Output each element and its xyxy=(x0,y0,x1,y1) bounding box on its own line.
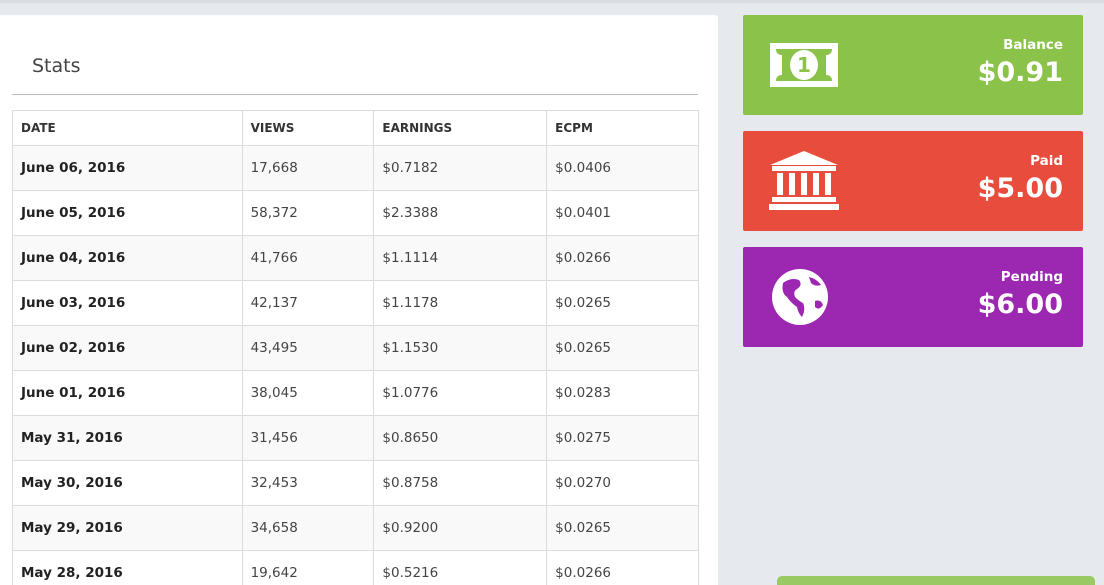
table-row: June 02, 2016 43,495 $1.1530 $0.0265 xyxy=(12,325,699,371)
cell-date: June 01, 2016 xyxy=(12,370,243,416)
cell-ecpm: $0.0275 xyxy=(546,415,699,461)
cell-views: 41,766 xyxy=(241,235,375,281)
cell-earnings: $0.8650 xyxy=(373,415,548,461)
table-row: June 04, 2016 41,766 $1.1114 $0.0266 xyxy=(12,235,699,281)
cell-earnings: $0.5216 xyxy=(373,550,548,585)
table-row: May 31, 2016 31,456 $0.8650 $0.0275 xyxy=(12,415,699,461)
cell-ecpm: $0.0283 xyxy=(546,370,699,416)
cell-earnings: $1.1114 xyxy=(373,235,548,281)
cell-views: 58,372 xyxy=(241,190,375,236)
bank-icon xyxy=(769,151,841,211)
balance-card[interactable]: 1 Balance $0.91 xyxy=(743,15,1083,115)
cell-date: June 05, 2016 xyxy=(12,190,243,236)
balance-amount: $0.91 xyxy=(977,57,1063,88)
cell-views: 34,658 xyxy=(241,505,375,551)
cell-earnings: $0.8758 xyxy=(373,460,548,506)
cell-ecpm: $0.0265 xyxy=(546,325,699,371)
cell-date: May 28, 2016 xyxy=(12,550,243,585)
cell-earnings: $2.3388 xyxy=(373,190,548,236)
table-row: June 03, 2016 42,137 $1.1178 $0.0265 xyxy=(12,280,699,326)
cell-earnings: $0.9200 xyxy=(373,505,548,551)
column-header-ecpm[interactable]: ECPM xyxy=(546,110,699,146)
cell-views: 31,456 xyxy=(241,415,375,461)
cell-views: 43,495 xyxy=(241,325,375,371)
cell-ecpm: $0.0401 xyxy=(546,190,699,236)
stats-title: Stats xyxy=(32,55,81,77)
title-divider xyxy=(12,94,698,95)
column-header-earnings[interactable]: EARNINGS xyxy=(373,110,548,146)
money-bill-icon: 1 xyxy=(769,35,841,95)
cell-ecpm: $0.0265 xyxy=(546,505,699,551)
table-row: May 29, 2016 34,658 $0.9200 $0.0265 xyxy=(12,505,699,551)
cell-views: 19,642 xyxy=(241,550,375,585)
pending-amount: $6.00 xyxy=(977,289,1063,320)
table-row: June 05, 2016 58,372 $2.3388 $0.0401 xyxy=(12,190,699,236)
cell-ecpm: $0.0266 xyxy=(546,550,699,585)
paid-card[interactable]: Paid $5.00 xyxy=(743,131,1083,231)
cell-ecpm: $0.0266 xyxy=(546,235,699,281)
table-row: June 01, 2016 38,045 $1.0776 $0.0283 xyxy=(12,370,699,416)
paid-amount: $5.00 xyxy=(977,173,1063,204)
cell-date: May 29, 2016 xyxy=(12,505,243,551)
partial-card-strip xyxy=(777,576,1095,585)
stats-table: DATE VIEWS EARNINGS ECPM June 06, 2016 1… xyxy=(12,110,699,585)
cell-views: 38,045 xyxy=(241,370,375,416)
bill-digit: 1 xyxy=(797,53,811,77)
cell-views: 17,668 xyxy=(241,145,375,191)
table-header-row: DATE VIEWS EARNINGS ECPM xyxy=(12,110,699,146)
top-bar xyxy=(0,0,1104,3)
table-row: June 06, 2016 17,668 $0.7182 $0.0406 xyxy=(12,145,699,191)
cell-date: June 04, 2016 xyxy=(12,235,243,281)
cell-ecpm: $0.0406 xyxy=(546,145,699,191)
column-header-date[interactable]: DATE xyxy=(12,110,243,146)
paid-label: Paid xyxy=(1030,153,1063,169)
table-row: May 30, 2016 32,453 $0.8758 $0.0270 xyxy=(12,460,699,506)
cell-date: June 03, 2016 xyxy=(12,280,243,326)
column-header-views[interactable]: VIEWS xyxy=(241,110,375,146)
cell-date: May 30, 2016 xyxy=(12,460,243,506)
cell-date: June 02, 2016 xyxy=(12,325,243,371)
cell-ecpm: $0.0270 xyxy=(546,460,699,506)
pending-card[interactable]: Pending $6.00 xyxy=(743,247,1083,347)
table-row: May 28, 2016 19,642 $0.5216 $0.0266 xyxy=(12,550,699,585)
cell-earnings: $1.1530 xyxy=(373,325,548,371)
cell-ecpm: $0.0265 xyxy=(546,280,699,326)
cell-earnings: $0.7182 xyxy=(373,145,548,191)
cell-earnings: $1.1178 xyxy=(373,280,548,326)
globe-icon xyxy=(769,267,841,327)
cell-views: 32,453 xyxy=(241,460,375,506)
balance-label: Balance xyxy=(1003,37,1063,53)
cell-date: June 06, 2016 xyxy=(12,145,243,191)
cell-earnings: $1.0776 xyxy=(373,370,548,416)
cell-views: 42,137 xyxy=(241,280,375,326)
cell-date: May 31, 2016 xyxy=(12,415,243,461)
stats-panel: Stats DATE VIEWS EARNINGS ECPM June 06, … xyxy=(0,15,718,585)
pending-label: Pending xyxy=(1000,269,1063,285)
